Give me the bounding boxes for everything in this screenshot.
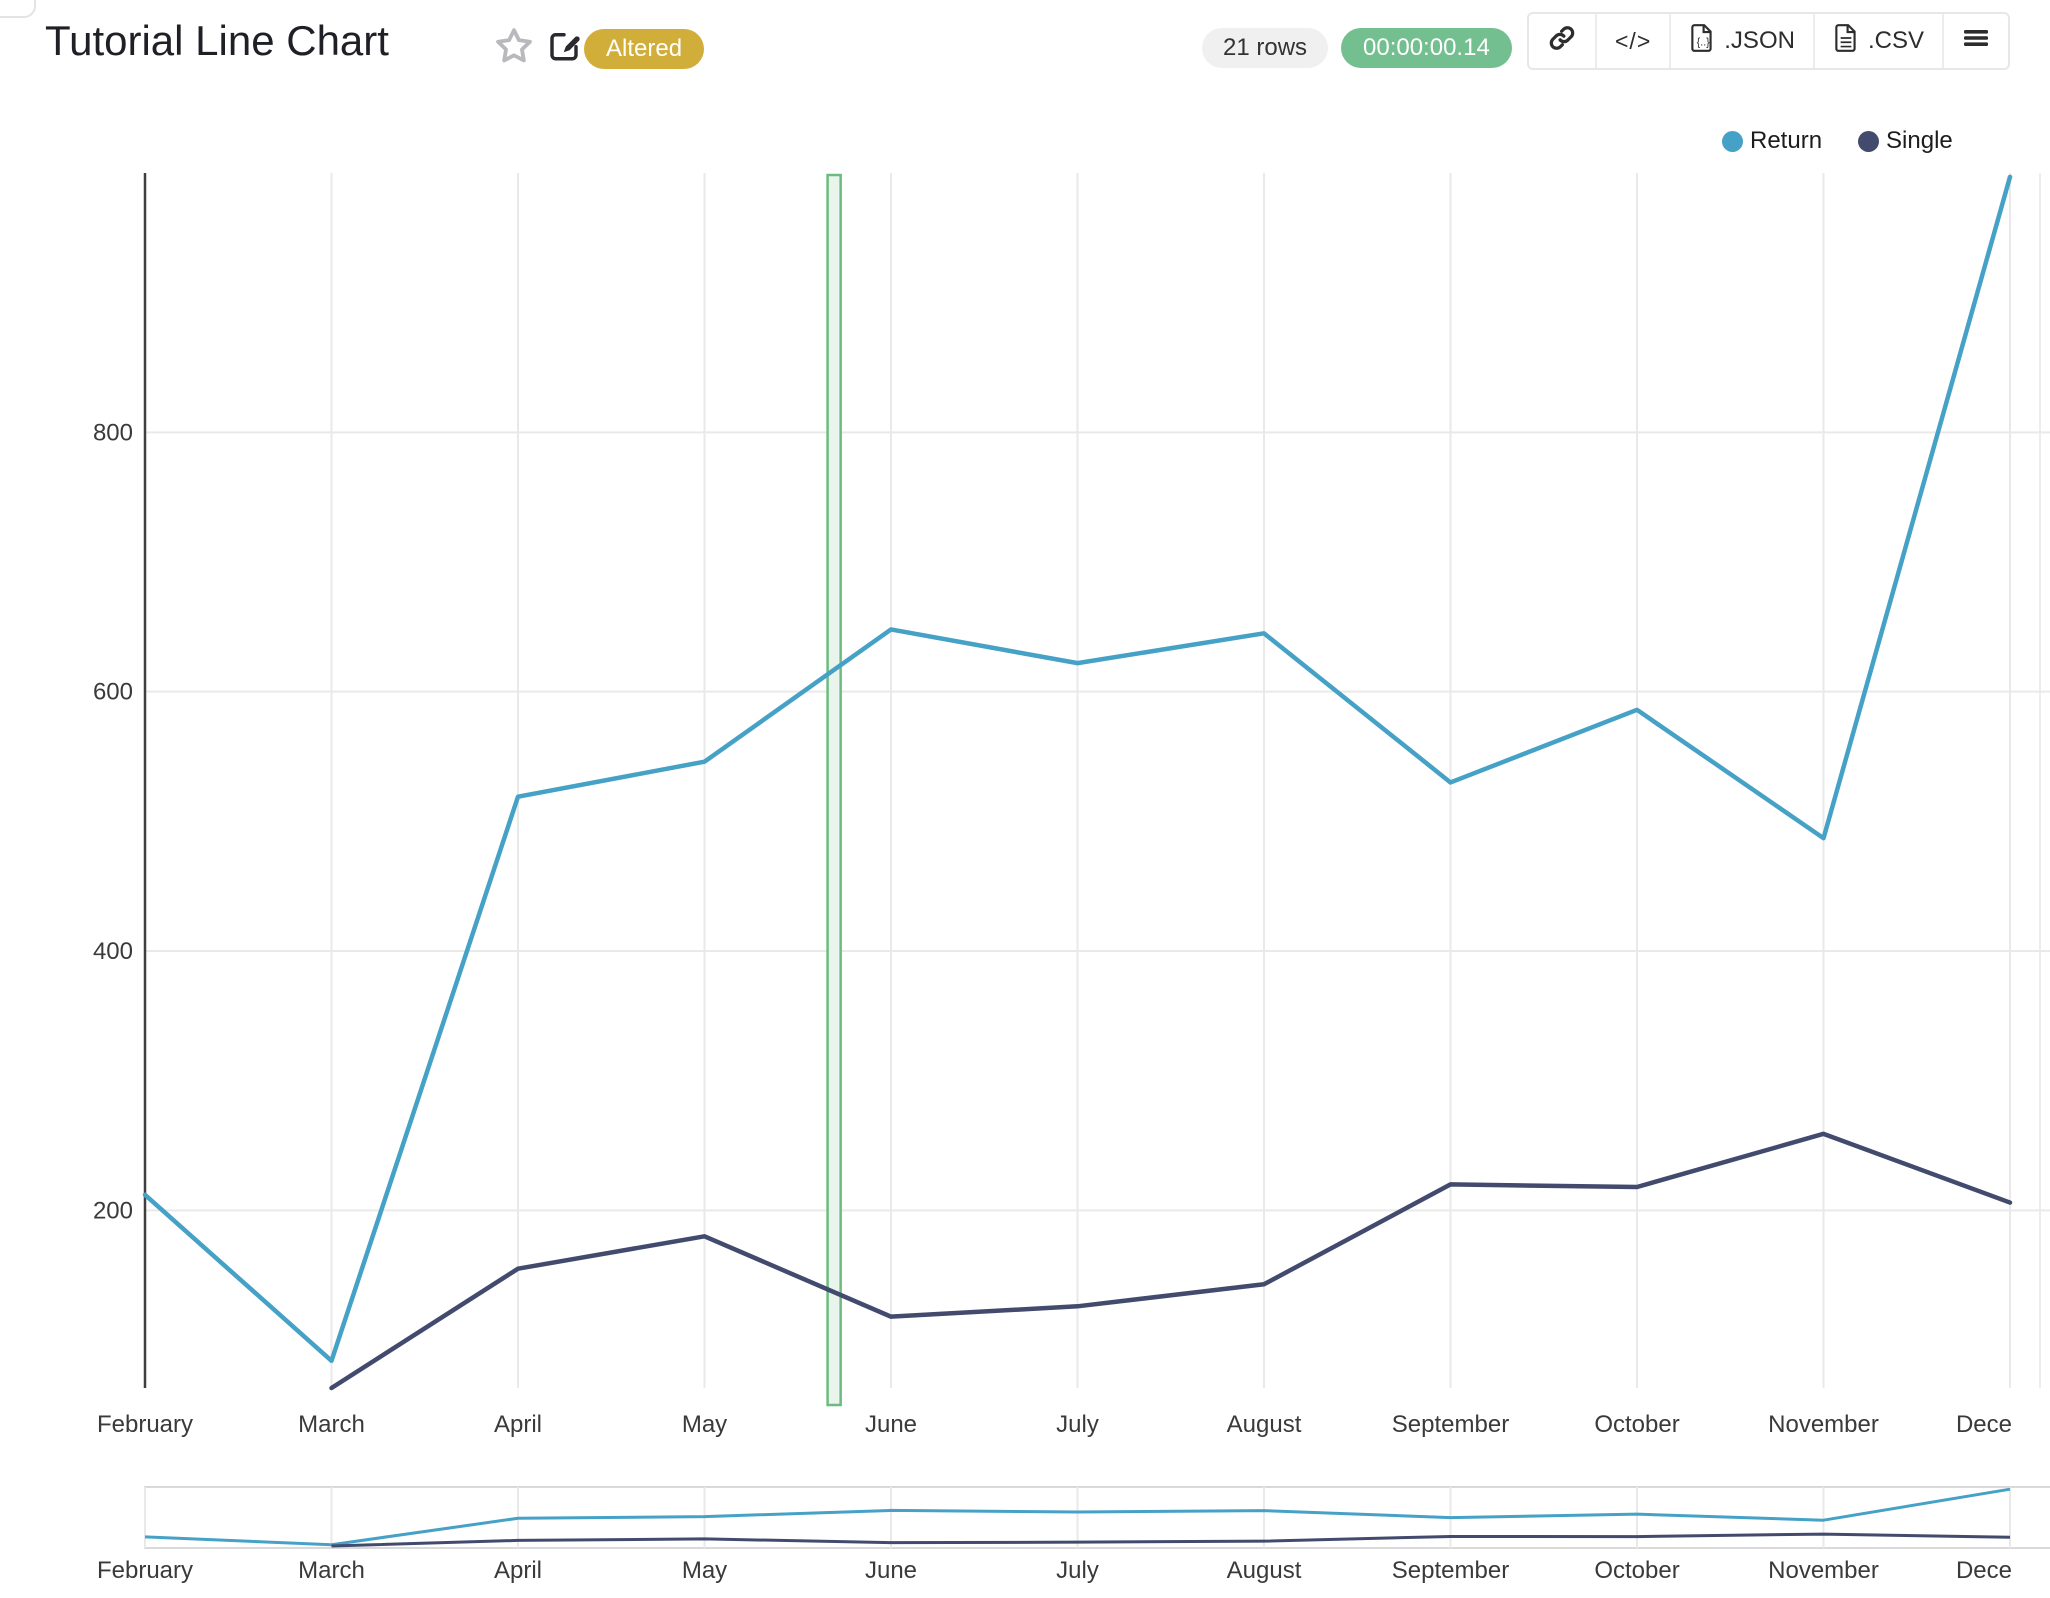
download-csv-button[interactable]: .CSV bbox=[1812, 14, 1942, 68]
x-tick-label: July bbox=[1056, 1411, 1099, 1438]
x-tick-label: Dece bbox=[1956, 1411, 2012, 1438]
return-series-dot bbox=[1722, 130, 1743, 152]
mini-x-tick-label: March bbox=[298, 1557, 365, 1584]
mini-single-line bbox=[331, 1532, 2011, 1548]
highlight-band bbox=[826, 173, 842, 1407]
x-tick-label: May bbox=[682, 1411, 727, 1438]
runtime-badge: 00:00:00.14 bbox=[1341, 28, 1512, 68]
single-series-dot bbox=[1858, 130, 1880, 152]
y-tick-label: 200 bbox=[93, 1197, 133, 1224]
y-tick-label: 400 bbox=[93, 938, 133, 965]
mini-x-tick-label: July bbox=[1056, 1557, 1099, 1584]
mini-x-tick-label: May bbox=[682, 1557, 727, 1584]
link-icon bbox=[1547, 23, 1577, 60]
favorite-star-icon[interactable] bbox=[494, 26, 534, 66]
mini-x-tick-label: Dece bbox=[1956, 1557, 2012, 1584]
share-link-button[interactable] bbox=[1529, 14, 1595, 68]
hamburger-menu-icon bbox=[1962, 26, 1990, 57]
download-json-button[interactable]: {..} .JSON bbox=[1669, 14, 1813, 68]
legend-item-return[interactable]: Return bbox=[1722, 127, 1822, 155]
export-toolbar: </> {..} .JSON .CSV bbox=[1527, 12, 2010, 70]
x-tick-label: November bbox=[1768, 1411, 1879, 1438]
x-tick-label: February bbox=[97, 1411, 193, 1438]
svg-text:{..}: {..} bbox=[1697, 36, 1711, 48]
mini-x-tick-label: October bbox=[1594, 1557, 1679, 1584]
x-tick-label: April bbox=[494, 1411, 542, 1438]
x-tick-label: June bbox=[865, 1411, 917, 1438]
mini-x-tick-label: April bbox=[494, 1557, 542, 1584]
mini-x-tick-label: August bbox=[1227, 1557, 1302, 1584]
x-tick-label: August bbox=[1227, 1411, 1302, 1438]
scroll-remnant bbox=[0, 0, 36, 18]
y-tick-label: 600 bbox=[93, 679, 133, 706]
mini-x-tick-label: June bbox=[865, 1557, 917, 1584]
row-count-badge: 21 rows bbox=[1202, 28, 1329, 68]
single-line-series[interactable] bbox=[329, 1131, 2013, 1391]
edit-icon[interactable] bbox=[546, 28, 582, 64]
embed-code-button[interactable]: </> bbox=[1595, 14, 1669, 68]
mini-x-tick-label: February bbox=[97, 1557, 193, 1584]
json-file-icon: {..} bbox=[1689, 23, 1715, 60]
x-tick-label: March bbox=[298, 1411, 365, 1438]
altered-badge: Altered bbox=[584, 29, 705, 69]
page-title: Tutorial Line Chart bbox=[45, 17, 389, 64]
code-icon: </> bbox=[1615, 27, 1652, 54]
x-tick-label: September bbox=[1392, 1411, 1509, 1438]
mini-x-tick-label: September bbox=[1392, 1557, 1509, 1584]
chart-legend: Return Single bbox=[1722, 127, 1953, 155]
x-tick-label: October bbox=[1594, 1411, 1679, 1438]
legend-item-single[interactable]: Single bbox=[1858, 127, 1953, 155]
mini-return-line bbox=[144, 1487, 2011, 1547]
more-menu-button[interactable] bbox=[1941, 14, 2008, 68]
mini-x-tick-label: November bbox=[1768, 1557, 1879, 1584]
y-tick-label: 800 bbox=[93, 419, 133, 446]
csv-file-icon bbox=[1833, 23, 1859, 60]
return-line-series[interactable] bbox=[142, 174, 2013, 1364]
